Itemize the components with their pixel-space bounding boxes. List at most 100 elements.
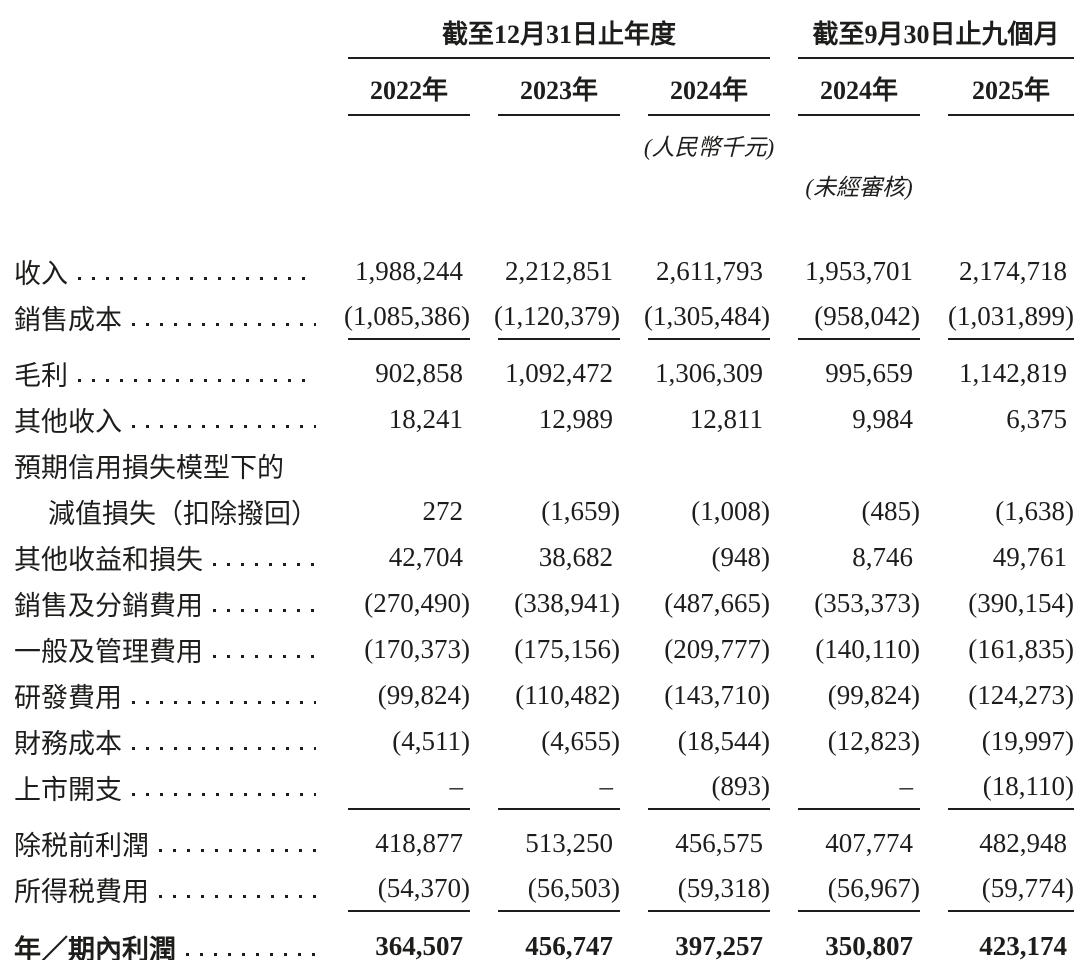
row-label: 所得税費用 [14,866,320,912]
row-label-text: 研發費用 [14,682,122,713]
table-row: 收入 1,988,244 2,212,851 2,611,793 1,953,7… [0,248,1084,294]
value-cell: 9,984 [852,403,913,434]
value-cell: 418,877 [375,827,463,858]
unaudited-note-row: (未經審核) [0,168,1084,202]
value-cell: – [498,764,620,810]
value-cell: 423,174 [948,923,1074,960]
row-label: 年／期內利潤 [14,923,320,960]
value-cell: 456,747 [498,923,620,960]
currency-note: (人民幣千元) [643,135,775,160]
row-label: 其他收益和損失 [14,534,320,580]
row-label-text: 減值損失（扣除撥回） [48,498,318,529]
row-label: 一般及管理費用 [14,626,320,672]
value-cell: 1,953,701 [805,255,913,286]
table-row: 財務成本 (4,511) (4,655) (18,544) (12,823) (… [0,718,1084,764]
value-cell: 350,807 [798,923,920,960]
value-cell: (110,482) [515,679,620,710]
period-header-row: 截至12月31日止年度 截至9月30日止九個月 [0,14,1084,59]
row-label: 預期信用損失模型下的 [14,442,320,488]
row-label-text: 收入 [14,258,68,289]
table-row: 預期信用損失模型下的 [0,442,1084,488]
value-cell: (59,774) [948,866,1074,912]
dotted-leader [132,424,316,428]
value-cell: (958,042) [798,294,920,340]
value-cell: 42,704 [388,541,463,572]
row-label-text: 所得税費用 [14,876,149,907]
dotted-leader [132,322,316,326]
row-label: 除税前利潤 [14,820,320,866]
value-cell [948,442,1074,488]
table-row: 減值損失（扣除撥回） 272 (1,659) (1,008) (485) (1,… [0,488,1084,534]
row-label: 銷售成本 [14,294,320,340]
row-label-text: 一般及管理費用 [14,636,203,667]
value-cell: 902,858 [375,357,463,388]
row-label-text: 其他收益和損失 [14,544,203,575]
table-row: 其他收益和損失 42,704 38,682 (948) 8,746 49,761 [0,534,1084,580]
table-row: 一般及管理費用 (170,373) (175,156) (209,777) (1… [0,626,1084,672]
row-label-text: 銷售及分銷費用 [14,590,203,621]
value-cell: 995,659 [825,357,913,388]
table-row: 年／期內利潤 364,507 456,747 397,257 350,807 4… [0,923,1084,960]
value-cell [348,442,470,488]
period-header-annual: 截至12月31日止年度 [348,14,770,59]
value-cell: (54,370) [348,866,470,912]
row-label-text: 財務成本 [14,728,122,759]
value-cell: 8,746 [852,541,913,572]
value-cell: (18,110) [948,764,1074,810]
row-label-text: 除税前利潤 [14,830,149,861]
value-cell: 12,811 [689,403,763,434]
value-cell: 1,306,309 [655,357,763,388]
value-cell: (99,824) [827,679,920,710]
value-cell: 1,092,472 [505,357,613,388]
value-cell: – [348,764,470,810]
currency-note-row: (人民幣千元) [0,128,1084,162]
dotted-leader [213,562,316,566]
row-label: 財務成本 [14,718,320,764]
value-cell: (56,503) [498,866,620,912]
value-cell: 482,948 [979,827,1067,858]
dotted-leader [213,654,316,658]
value-cell: (143,710) [664,679,770,710]
value-cell: (170,373) [364,633,470,664]
row-label: 銷售及分銷費用 [14,580,320,626]
value-cell: 397,257 [648,923,770,960]
row-label-text: 預期信用損失模型下的 [14,452,284,483]
value-cell: (1,638) [995,495,1074,526]
header-spacer [14,70,320,116]
value-cell: 1,988,244 [355,255,463,286]
dotted-leader [78,276,316,280]
row-label-text: 其他收入 [14,406,122,437]
dotted-leader [132,792,316,796]
row-label-text: 上市開支 [14,774,122,805]
value-cell: 2,611,793 [656,255,763,286]
table-row: 所得税費用 (54,370) (56,503) (59,318) (56,967… [0,866,1084,912]
value-cell: – [798,764,920,810]
period-header-interim: 截至9月30日止九個月 [798,14,1074,59]
value-cell: 364,507 [348,923,470,960]
table-row: 其他收入 18,241 12,989 12,811 9,984 6,375 [0,396,1084,442]
value-cell: (59,318) [648,866,770,912]
value-cell: (209,777) [664,633,770,664]
value-cell: 49,761 [992,541,1067,572]
value-cell: (338,941) [514,587,620,618]
dotted-leader [159,848,316,852]
row-label-text: 毛利 [14,360,68,391]
row-label: 研發費用 [14,672,320,718]
value-cell: (19,997) [981,725,1074,756]
year-column-header-2024: 2024年 [648,70,770,116]
row-label: 上市開支 [14,764,320,810]
value-cell: (1,659) [541,495,620,526]
value-cell: (1,305,484) [644,294,770,340]
value-cell: (175,156) [514,633,620,664]
value-cell: 18,241 [388,403,463,434]
year-column-header-2022: 2022年 [348,70,470,116]
value-cell: (4,655) [541,725,620,756]
value-cell: (893) [648,764,770,810]
dotted-leader [186,952,316,956]
row-label-text: 銷售成本 [14,304,122,335]
row-label: 收入 [14,248,320,294]
value-cell: 2,174,718 [959,255,1067,286]
table-row: 除税前利潤 418,877 513,250 456,575 407,774 48… [0,820,1084,866]
unaudited-note: (未經審核) [805,175,913,200]
